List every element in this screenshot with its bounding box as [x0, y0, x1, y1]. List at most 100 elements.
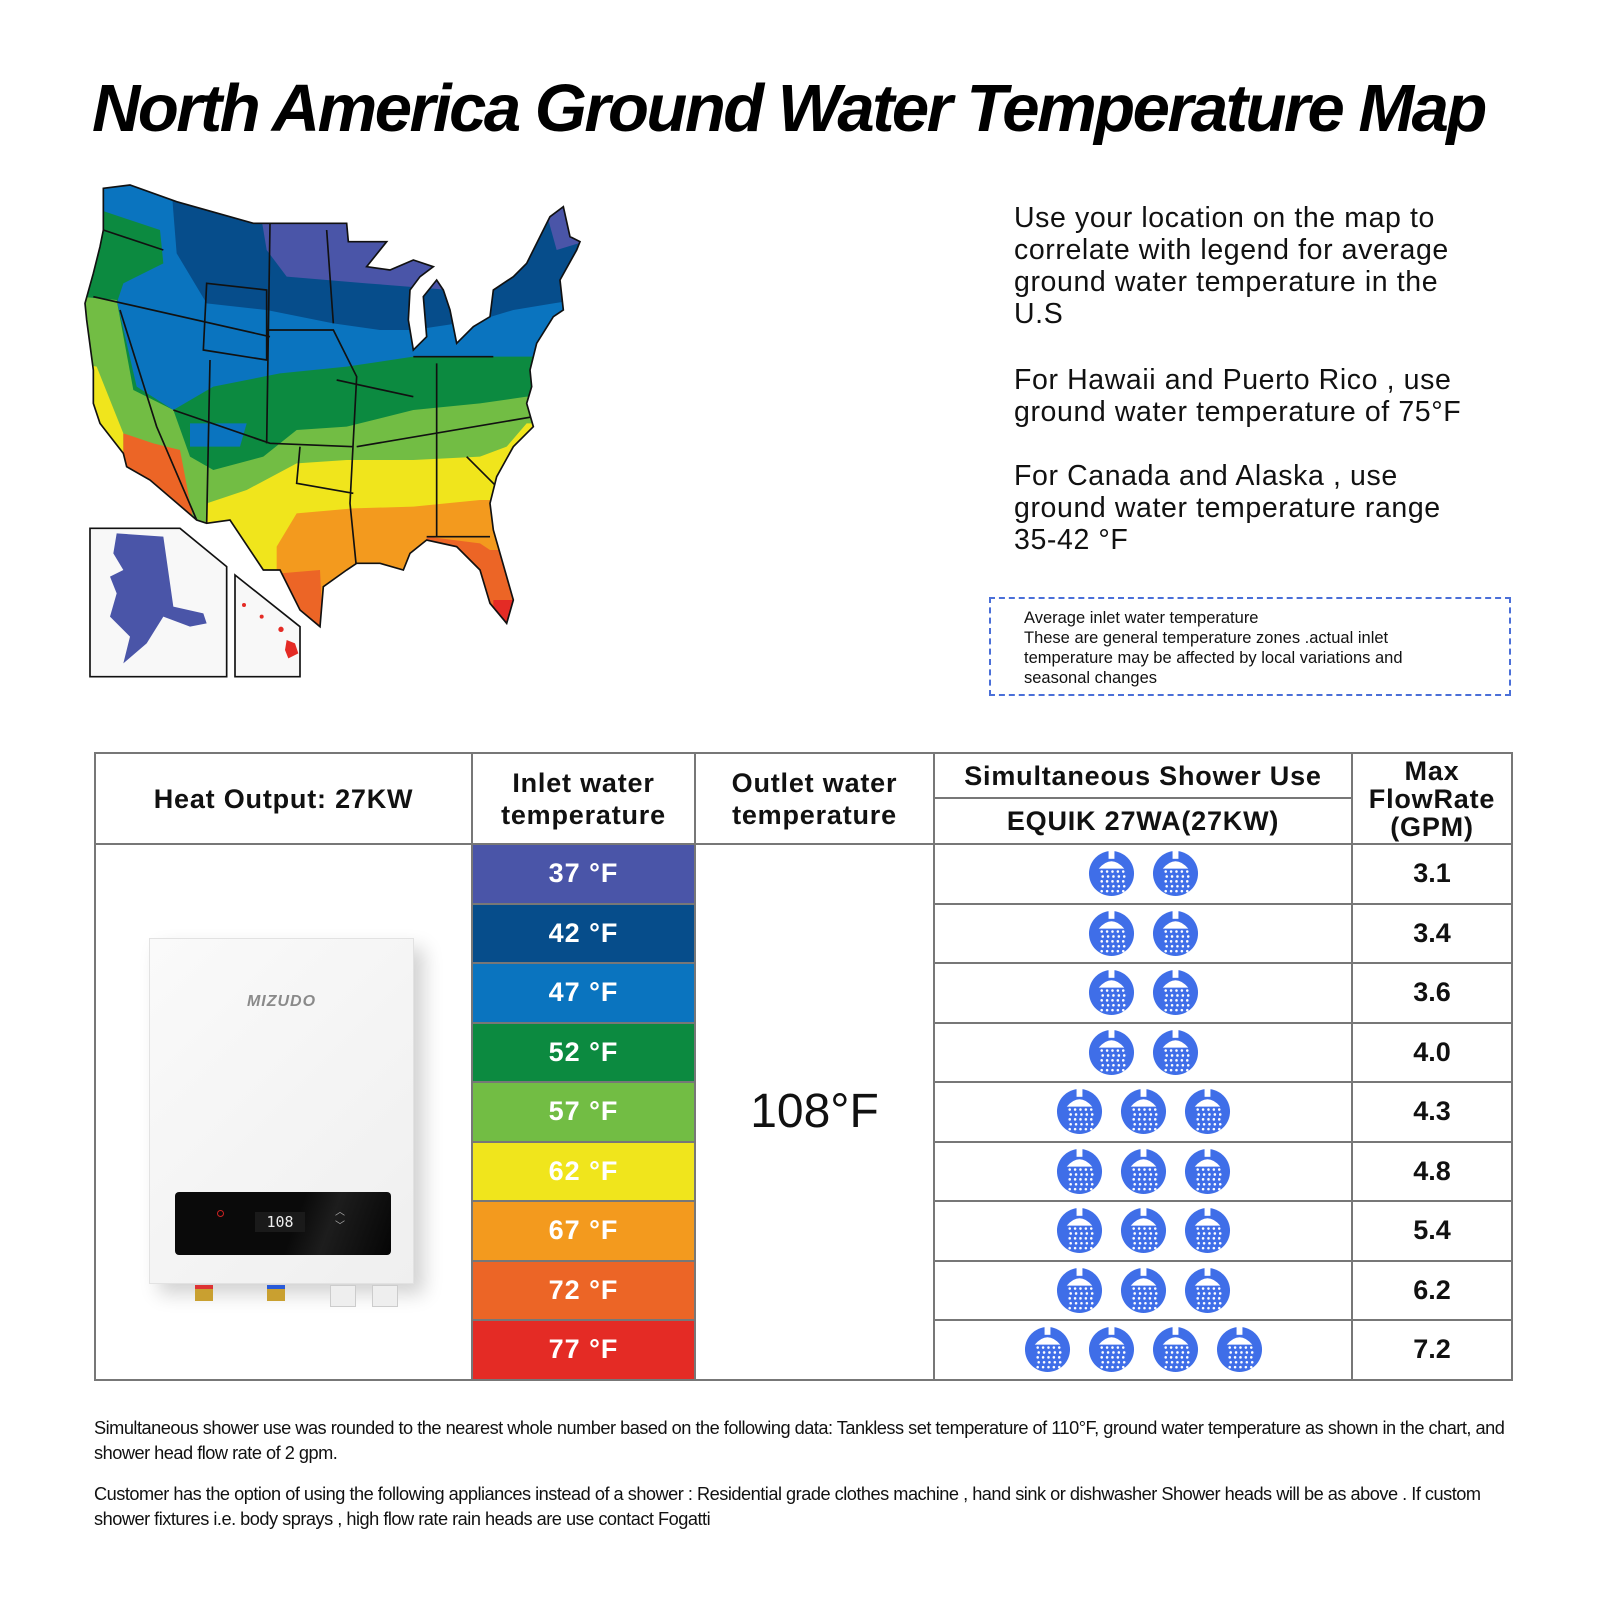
shower-head-icon — [1184, 1088, 1230, 1135]
info-line: U.S — [1014, 298, 1064, 330]
shower-count — [933, 1319, 1353, 1381]
cold-pipe — [267, 1285, 285, 1301]
shower-head-icon — [1152, 850, 1198, 897]
max-flow-rate: 3.4 — [1351, 902, 1513, 964]
max-flow-rate: 4.3 — [1351, 1081, 1513, 1143]
power-icon — [217, 1210, 224, 1217]
shower-head-icon — [1184, 1266, 1230, 1313]
note-line: These are general temperature zones .act… — [1024, 629, 1389, 647]
info-location: Use your location on the map to correlat… — [1014, 202, 1534, 330]
info-canada: For Canada and Alaska , use ground water… — [1014, 460, 1534, 556]
shower-count — [933, 1259, 1353, 1321]
info-line: ground water temperature in the — [1014, 266, 1439, 298]
shower-head-icon — [1088, 1028, 1134, 1075]
info-line: For Canada and Alaska , use — [1014, 460, 1398, 492]
max-flow-rate: 5.4 — [1351, 1200, 1513, 1262]
shower-head-icon — [1120, 1207, 1166, 1254]
up-down-arrows-icon: ︿ ﹀ — [335, 1207, 345, 1232]
inlet-temperature-note: Average inlet water temperature These ar… — [989, 597, 1511, 696]
shower-header: Simultaneous Shower Use — [933, 752, 1353, 799]
model-header: EQUIK 27WA(27KW) — [933, 797, 1353, 845]
spec-table: Heat Output: 27KW Inlet water temperatur… — [94, 752, 1513, 1381]
inlet-temperature: 72 °F — [471, 1259, 696, 1321]
inlet-temperature: 37 °F — [471, 843, 696, 905]
heat-output-header: Heat Output: 27KW — [94, 752, 473, 845]
shower-count — [933, 1021, 1353, 1083]
shower-head-icon — [1056, 1207, 1102, 1254]
alaska-inset — [89, 527, 228, 678]
ground-water-temperature-map — [84, 184, 582, 678]
table-row: 42 °F 3.4 — [95, 902, 1513, 964]
info-line: ground water temperature of 75°F — [1014, 396, 1462, 428]
water-heater-image: MIZUDO 108 ︿ ﹀ — [149, 938, 414, 1307]
shower-count — [933, 902, 1353, 964]
table-row: MIZUDO 108 ︿ ﹀ 37 °F 108°F 3.1 — [94, 843, 1513, 1381]
shower-count — [933, 962, 1353, 1024]
footnote-rounding: Simultaneous shower use was rounded to t… — [94, 1418, 1505, 1463]
footnote-appliances: Customer has the option of using the fol… — [94, 1484, 1481, 1529]
us-outline — [84, 184, 582, 629]
shower-count — [933, 1081, 1353, 1143]
heater-brand-logo: MIZUDO — [246, 993, 317, 1010]
inlet-temperature: 57 °F — [471, 1081, 696, 1143]
table-row: 47 °F 3.6 — [95, 962, 1513, 1024]
shower-head-icon — [1088, 1326, 1134, 1373]
outlet-header: Outlet water temperature — [694, 752, 935, 845]
inlet-temperature: 67 °F — [471, 1200, 696, 1262]
table-row: 72 °F 6.2 — [95, 1259, 1513, 1321]
shower-head-icon — [1184, 1207, 1230, 1254]
shower-head-icon — [1088, 969, 1134, 1016]
note-line: Average inlet water temperature — [1024, 609, 1259, 627]
shower-head-icon — [1152, 1028, 1198, 1075]
info-line: 35-42 °F — [1014, 524, 1129, 556]
table-row: 62 °F 4.8 — [95, 1140, 1513, 1202]
info-hawaii: For Hawaii and Puerto Rico , use ground … — [1014, 364, 1534, 428]
shower-head-icon — [1152, 969, 1198, 1016]
info-line: For Hawaii and Puerto Rico , use — [1014, 364, 1452, 396]
max-flow-rate: 3.6 — [1351, 962, 1513, 1024]
info-line: ground water temperature range — [1014, 492, 1441, 524]
shower-count — [933, 843, 1353, 905]
max-flow-rate: 3.1 — [1351, 843, 1513, 905]
info-line: correlate with legend for average — [1014, 234, 1449, 266]
shower-head-icon — [1216, 1326, 1262, 1373]
page-title: North America Ground Water Temperature M… — [92, 71, 1487, 146]
shower-head-icon — [1056, 1088, 1102, 1135]
inlet-temperature: 62 °F — [471, 1140, 696, 1202]
table-row: 52 °F 4.0 — [95, 1021, 1513, 1083]
shower-count — [933, 1200, 1353, 1262]
max-flow-rate: 4.8 — [1351, 1140, 1513, 1202]
shower-head-icon — [1152, 909, 1198, 956]
inlet-header: Inlet water temperature — [471, 752, 696, 845]
cable-gland — [330, 1285, 356, 1307]
inlet-temperature: 77 °F — [471, 1319, 696, 1381]
inlet-temperature: 52 °F — [471, 1021, 696, 1083]
shower-head-icon — [1056, 1266, 1102, 1313]
control-panel: 108 ︿ ﹀ — [175, 1192, 391, 1255]
info-line: Use your location on the map to — [1014, 202, 1435, 234]
max-flow-rate: 6.2 — [1351, 1259, 1513, 1321]
inlet-temperature: 47 °F — [471, 962, 696, 1024]
cable-gland — [372, 1285, 398, 1307]
max-flow-rate: 4.0 — [1351, 1021, 1513, 1083]
shower-head-icon — [1120, 1088, 1166, 1135]
hot-pipe — [195, 1285, 213, 1301]
note-line: seasonal changes — [1024, 669, 1158, 687]
note-line: temperature may be affected by local var… — [1024, 649, 1403, 667]
shower-count — [933, 1140, 1353, 1202]
hawaii-inset — [234, 573, 301, 678]
shower-head-icon — [1088, 909, 1134, 956]
shower-head-icon — [1088, 850, 1134, 897]
shower-head-icon — [1056, 1147, 1102, 1194]
table-row: 67 °F 5.4 — [95, 1200, 1513, 1262]
temperature-display: 108 — [255, 1212, 305, 1232]
flow-header: Max FlowRate (GPM) — [1351, 752, 1513, 845]
table-row: 57 °F 4.3 — [95, 1081, 1513, 1143]
outlet-temperature: 108°F — [694, 843, 935, 1381]
shower-head-icon — [1184, 1147, 1230, 1194]
shower-head-icon — [1152, 1326, 1198, 1373]
inlet-temperature: 42 °F — [471, 902, 696, 964]
heater-image-cell: MIZUDO 108 ︿ ﹀ — [94, 843, 473, 1381]
table-row: 77 °F 7.2 — [95, 1319, 1513, 1381]
shower-head-icon — [1120, 1147, 1166, 1194]
